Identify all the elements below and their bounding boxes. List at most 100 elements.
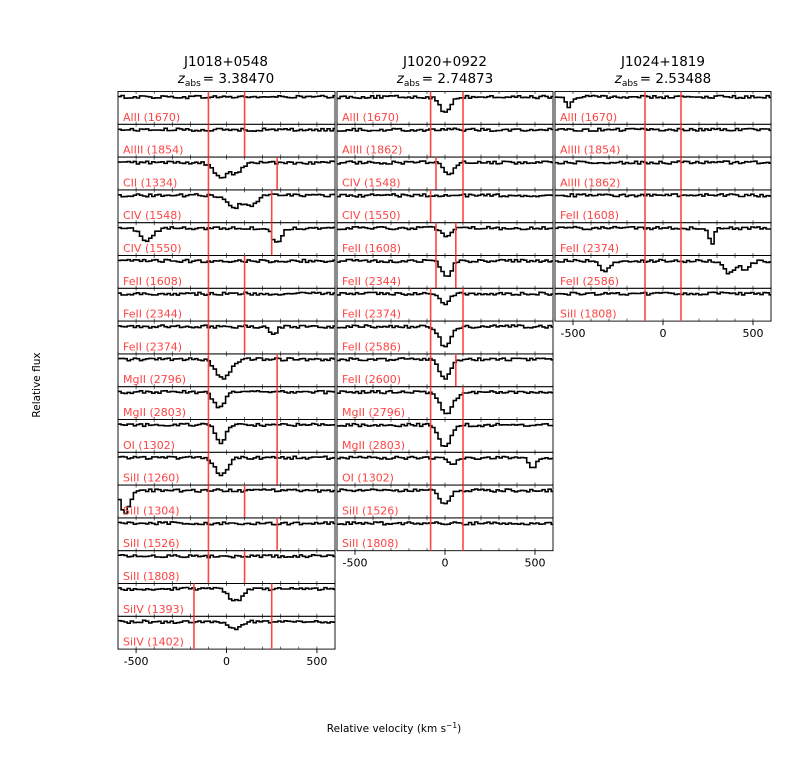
x-tick-label: 500 — [743, 327, 764, 340]
spectrum-line — [118, 226, 335, 243]
transition-label: FeII (1608) — [560, 209, 619, 222]
subplot: FeII (2374) — [336, 287, 554, 322]
transition-label: CII (1334) — [123, 176, 177, 189]
spectrum-line — [337, 127, 553, 132]
panel-title-middle-name: J1020+0922 — [402, 54, 487, 70]
redshift-value: = 2.74873 — [422, 71, 493, 87]
subplot: FeII (2344) — [117, 287, 336, 322]
spectrum-line — [118, 554, 335, 559]
spectrum-line — [118, 258, 335, 264]
spectrum-line — [118, 619, 335, 631]
subplot: CIV (1550) — [336, 189, 554, 224]
subplot: SiII (1526) — [336, 484, 554, 519]
transition-label: AlIII (1862) — [342, 144, 402, 157]
spectrum-line — [118, 127, 335, 132]
transition-label: CIV (1548) — [342, 176, 401, 189]
subplot: FeII (1608) — [554, 189, 772, 224]
subplot: SiII (1526) — [117, 517, 336, 552]
x-tick-label: -500 — [124, 655, 149, 668]
spectrum-line — [337, 488, 553, 505]
x-tick-label: -500 — [343, 557, 368, 570]
spectrum-line — [337, 521, 553, 526]
transition-label: AlII (1670) — [560, 111, 617, 124]
spectrum-line — [555, 127, 771, 132]
transition-label: SiII (1526) — [342, 504, 399, 517]
subplot: AlIII (1854) — [554, 123, 772, 158]
transition-label: FeII (2374) — [123, 340, 182, 353]
redshift-subscript: abs — [622, 79, 638, 89]
transition-label: SiII (1260) — [123, 472, 180, 485]
subplot: AlII (1670) — [554, 91, 772, 125]
spectrum-line — [337, 291, 553, 306]
x-axis-label-main: Relative velocity (km s — [327, 723, 446, 735]
spectrum-line — [118, 291, 335, 296]
spectrum-line — [555, 94, 771, 109]
subplot: CII (1334) — [117, 156, 336, 191]
spectrum-line — [118, 521, 335, 526]
spectrum-line — [337, 225, 553, 238]
transition-label: FeII (2344) — [123, 308, 182, 321]
redshift-subscript: abs — [185, 79, 201, 89]
subplot: FeII (1608) — [117, 255, 336, 289]
spectrum-line — [337, 258, 553, 277]
x-tick-label: 0 — [442, 557, 449, 570]
spectrum-line — [337, 193, 553, 198]
spectrum-line — [555, 258, 771, 275]
transition-label: SiII (1808) — [123, 570, 180, 583]
transition-label: CIV (1548) — [123, 209, 182, 222]
transition-label: FeII (2344) — [342, 275, 401, 288]
panel-title-middle-redshift: zabs = 2.74873 — [396, 71, 493, 89]
transition-label: FeII (1608) — [342, 242, 401, 255]
subplot: SiII (1808) — [117, 550, 336, 584]
panel-1: AlII (1670) AlIII (1854) CII (1334) CIV (15… — [117, 91, 336, 668]
subplot: SiII (1808) — [336, 517, 554, 552]
spectrum-line — [118, 357, 335, 380]
spectrum-line — [555, 160, 771, 165]
transition-label: OI (1302) — [342, 472, 394, 485]
panel-title-left: J1018+0548 zabs = 3.38470 — [177, 54, 274, 89]
subplot: FeII (1608) — [336, 222, 554, 256]
redshift-value: = 2.53488 — [640, 71, 711, 87]
transition-label: CIV (1550) — [123, 242, 182, 255]
transition-label: AlII (1670) — [123, 111, 180, 124]
subplot: FeII (2374) — [117, 320, 336, 355]
redshift-prefix: z — [396, 71, 405, 87]
subplot: MgII (2796) — [336, 386, 554, 420]
spectrum-line — [555, 225, 771, 245]
spectrum-line — [118, 389, 335, 409]
transition-label: SiII (1808) — [342, 537, 399, 550]
transition-label: MgII (2796) — [342, 406, 405, 419]
spectrum-line — [337, 160, 553, 176]
spectrum-line — [118, 488, 335, 515]
transition-label: CIV (1550) — [342, 209, 401, 222]
subplot: FeII (2344) — [336, 255, 554, 289]
spectrum-line — [118, 324, 335, 335]
subplot: CIV (1548) — [336, 156, 554, 191]
subplot: FeII (2586) — [554, 255, 772, 289]
subplot: MgII (2796) — [117, 353, 336, 388]
panel-title-left-redshift: zabs = 3.38470 — [177, 71, 274, 89]
spectrum-line — [118, 586, 335, 602]
spectrum-line — [337, 357, 553, 380]
panel-2: AlII (1670) AlIII (1862) CIV (1548) CIV (15… — [336, 91, 554, 570]
panel-title-right: J1024+1819 zabs = 2.53488 — [614, 54, 711, 89]
subplot: MgII (2803) — [117, 386, 336, 420]
subplot: SiIV (1393) — [117, 583, 336, 617]
transition-label: AlIII (1862) — [560, 176, 620, 189]
transition-label: SiII (1526) — [123, 537, 180, 550]
spectrum-line — [337, 94, 553, 113]
spectrum-line — [337, 455, 553, 469]
spectrum-line — [337, 390, 553, 415]
subplot: SiII (1260) — [117, 451, 336, 486]
panel-title-right-redshift: zabs = 2.53488 — [614, 71, 711, 89]
spectrum-line — [337, 422, 553, 447]
x-axis-label: Relative velocity (km s−1) — [327, 721, 461, 735]
subplot: CIV (1548) — [117, 189, 336, 224]
spectrum-line — [118, 422, 335, 445]
redshift-subscript: abs — [404, 79, 420, 89]
transition-label: FeII (2374) — [342, 308, 401, 321]
spectrum-line — [118, 193, 335, 210]
subplot: SiII (1304) — [117, 484, 336, 519]
y-axis-label: Relative flux — [31, 352, 43, 417]
